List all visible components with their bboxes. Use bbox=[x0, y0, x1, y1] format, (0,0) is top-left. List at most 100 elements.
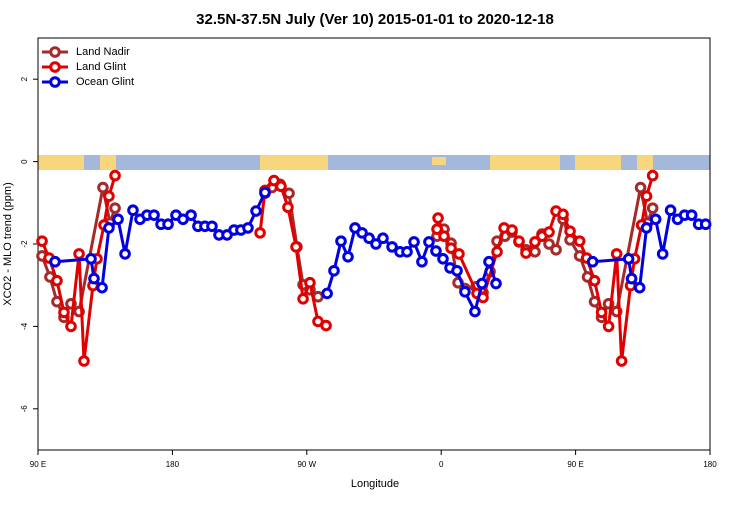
data-point bbox=[356, 227, 368, 239]
data-point bbox=[451, 264, 463, 277]
y-tick-label: 0 bbox=[20, 159, 29, 164]
data-point bbox=[58, 306, 70, 319]
legend-label: Land Glint bbox=[76, 61, 126, 73]
data-point bbox=[646, 202, 659, 214]
data-point bbox=[550, 243, 562, 256]
land-strip bbox=[38, 155, 84, 170]
series bbox=[36, 169, 659, 367]
data-point bbox=[96, 281, 108, 294]
data-point bbox=[431, 223, 443, 235]
data-point bbox=[430, 245, 442, 257]
data-point bbox=[206, 220, 218, 233]
data-point bbox=[103, 190, 115, 203]
data-point bbox=[73, 248, 85, 260]
data-point bbox=[685, 209, 698, 221]
data-point bbox=[119, 248, 131, 260]
data-point bbox=[401, 246, 413, 258]
data-point bbox=[483, 255, 495, 268]
data-point bbox=[254, 227, 266, 239]
series bbox=[36, 178, 659, 324]
data-point bbox=[476, 277, 488, 290]
x-tick-label: 180 bbox=[166, 460, 180, 469]
data-point bbox=[602, 320, 615, 333]
data-point bbox=[283, 187, 295, 200]
data-point bbox=[250, 205, 262, 217]
data-point bbox=[185, 209, 197, 221]
data-point bbox=[148, 209, 160, 221]
data-point bbox=[453, 248, 465, 260]
data-point bbox=[328, 264, 340, 277]
data-point bbox=[109, 202, 121, 214]
data-point bbox=[437, 253, 449, 265]
data-point bbox=[586, 255, 599, 268]
x-tick-label: 90 E bbox=[567, 460, 583, 469]
legend-label: Land Nadir bbox=[76, 46, 130, 58]
data-point bbox=[282, 201, 294, 214]
x-tick-label: 180 bbox=[703, 460, 717, 469]
chart-title: 32.5N-37.5N July (Ver 10) 2015-01-01 to … bbox=[196, 11, 554, 28]
data-point bbox=[640, 222, 653, 234]
y-tick-label: -4 bbox=[20, 322, 29, 330]
data-point bbox=[103, 222, 115, 234]
data-point bbox=[408, 236, 420, 248]
legend-marker bbox=[49, 61, 61, 73]
data-point bbox=[112, 213, 124, 226]
land-strip bbox=[490, 155, 560, 170]
data-point bbox=[342, 250, 354, 263]
data-point bbox=[656, 248, 669, 260]
data-point bbox=[377, 232, 389, 245]
data-point bbox=[573, 235, 586, 247]
data-point bbox=[543, 226, 555, 238]
legend-label: Ocean Glint bbox=[76, 76, 134, 88]
y-tick-label: 2 bbox=[20, 76, 29, 81]
data-point bbox=[51, 274, 63, 287]
data-point bbox=[640, 190, 653, 203]
data-point bbox=[321, 287, 333, 300]
data-point bbox=[557, 208, 569, 221]
data-point bbox=[438, 230, 450, 242]
series bbox=[49, 186, 712, 318]
data-point bbox=[259, 186, 271, 199]
data-point bbox=[543, 238, 555, 250]
series-line bbox=[258, 178, 327, 327]
data-point bbox=[386, 241, 398, 253]
data-point bbox=[304, 276, 316, 289]
land-strip bbox=[432, 157, 446, 165]
data-point bbox=[615, 355, 628, 367]
data-point bbox=[490, 277, 502, 290]
data-point bbox=[162, 218, 174, 231]
data-point bbox=[432, 212, 444, 224]
data-point bbox=[625, 272, 638, 285]
data-point bbox=[363, 232, 375, 245]
x-axis-label: Longitude bbox=[351, 478, 399, 490]
y-axis-label: XCO2 - MLO trend (ppm) bbox=[2, 182, 14, 305]
data-point bbox=[595, 306, 608, 319]
data-point bbox=[85, 253, 97, 265]
data-point bbox=[506, 224, 518, 236]
data-point bbox=[49, 255, 61, 268]
data-point bbox=[459, 285, 471, 298]
data-point bbox=[529, 236, 541, 248]
surface-strip bbox=[38, 155, 710, 170]
data-point bbox=[664, 204, 677, 217]
data-point bbox=[335, 235, 347, 247]
data-point bbox=[290, 241, 302, 253]
data-point bbox=[65, 320, 77, 333]
data-point bbox=[699, 218, 712, 231]
data-point bbox=[36, 235, 48, 247]
data-point bbox=[416, 255, 428, 268]
data-point bbox=[513, 235, 525, 247]
data-point bbox=[423, 236, 435, 248]
x-tick-label: 90 E bbox=[30, 460, 46, 469]
land-strip bbox=[260, 155, 328, 170]
data-point bbox=[275, 180, 287, 193]
series-line bbox=[435, 175, 655, 362]
x-tick-label: 90 W bbox=[297, 460, 316, 469]
data-point bbox=[469, 305, 481, 318]
data-point bbox=[320, 319, 332, 332]
data-point bbox=[622, 253, 635, 265]
data-point bbox=[88, 272, 100, 285]
data-point bbox=[109, 169, 121, 182]
